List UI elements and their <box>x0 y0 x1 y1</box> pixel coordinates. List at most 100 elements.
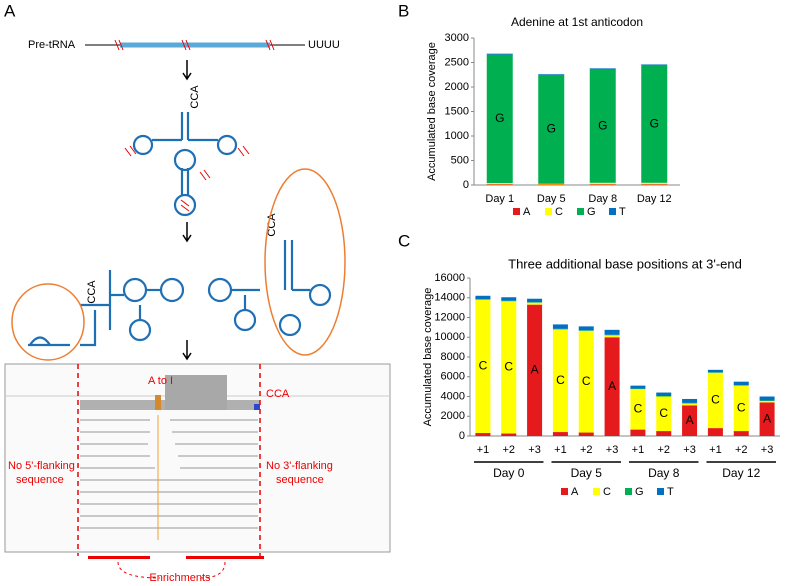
x-tick-label: +2 <box>502 444 515 456</box>
y-tick-label: 12000 <box>434 311 465 323</box>
segment-label: A <box>608 379 616 393</box>
bar-segment <box>733 381 749 386</box>
tail-label: UUUU <box>308 39 340 51</box>
bar-segment <box>578 330 594 433</box>
pre-trna-label: Pre-tRNA <box>28 39 76 51</box>
x-tick-label: Day 12 <box>637 193 672 205</box>
bar-segment <box>682 403 698 406</box>
segment-label: C <box>737 401 746 415</box>
y-axis-label: Accumulated base coverage <box>422 288 434 427</box>
legend-swatch <box>577 208 584 215</box>
legend-swatch <box>609 208 616 215</box>
cca-label: CCA <box>266 388 290 400</box>
legend-label: C <box>603 486 611 498</box>
arrow <box>182 340 192 361</box>
bar-segment <box>656 396 672 432</box>
highlight-ellipse <box>264 168 346 356</box>
bar-segment <box>475 433 491 436</box>
x-tick-label: +3 <box>606 444 619 456</box>
y-tick-label: 16000 <box>434 272 465 284</box>
group-label: Day 8 <box>648 466 680 480</box>
segment-label: C <box>659 406 668 420</box>
y-tick-label: 3000 <box>445 32 469 44</box>
bar-segment <box>682 405 698 436</box>
bar-segment <box>527 304 543 436</box>
legend-swatch <box>513 208 520 215</box>
bar-segment <box>552 432 568 436</box>
enrichment-bar <box>186 556 264 559</box>
bar-segment <box>641 65 668 183</box>
trna-cloverleaf <box>132 112 238 217</box>
bar-segment <box>604 335 620 338</box>
y-tick-label: 2000 <box>441 410 465 422</box>
bar-segment <box>641 184 668 185</box>
segment-label: C <box>634 402 643 416</box>
bar-segment <box>527 298 543 303</box>
bar-segment <box>589 69 616 183</box>
bar-segment <box>589 184 616 185</box>
y-tick-label: 2000 <box>445 81 469 93</box>
bar-segment <box>501 301 517 434</box>
segment-label: G <box>598 118 607 132</box>
cleavage-marks <box>114 39 275 51</box>
legend-label: G <box>587 206 596 218</box>
y-tick-label: 500 <box>451 154 469 166</box>
x-tick-label: +3 <box>683 444 696 456</box>
x-tick-label: +1 <box>709 444 722 456</box>
bar-segment <box>527 302 543 305</box>
group-label: Day 0 <box>493 466 525 480</box>
bar-segment <box>682 398 698 403</box>
segment-label: C <box>556 373 565 387</box>
bar-segment <box>486 53 513 55</box>
bar-segment <box>630 429 646 436</box>
y-tick-label: 10000 <box>434 331 465 343</box>
coverage-mutation <box>155 395 161 410</box>
bar-segment <box>604 329 620 335</box>
arrow <box>117 561 226 579</box>
segment-label: C <box>504 360 513 374</box>
legend-label: A <box>523 206 531 218</box>
bar-segment <box>486 183 513 185</box>
y-tick-label: 6000 <box>441 371 465 383</box>
segment-label: C <box>711 393 720 407</box>
enrichments-label: Enrichments <box>149 572 211 584</box>
y-tick-label: 0 <box>463 179 469 191</box>
panel-label: B <box>398 1 409 20</box>
cleavage-marks <box>124 145 250 212</box>
bar-segment <box>486 184 513 185</box>
panel-a: Pre-tRNA UUUU CCA CCA CCA <box>4 39 391 584</box>
y-tick-label: 1500 <box>445 105 469 117</box>
bar-segment <box>552 324 568 329</box>
y-tick-label: 8000 <box>441 351 465 363</box>
bar-segment <box>538 183 565 185</box>
legend-label: T <box>667 486 674 498</box>
bar-segment <box>656 392 672 397</box>
segment-label: G <box>495 111 504 125</box>
segment-label: G <box>650 116 659 130</box>
y-axis-label: Accumulated base coverage <box>426 42 438 181</box>
x-tick-label: +2 <box>657 444 670 456</box>
bar-segment <box>630 385 646 389</box>
bar-segment <box>589 182 616 185</box>
x-tick-label: Day 8 <box>588 193 617 205</box>
segment-label: A <box>686 413 694 427</box>
bar-segment <box>475 295 491 300</box>
bar-segment <box>501 433 517 436</box>
legend-swatch <box>545 208 552 215</box>
y-tick-label: 14000 <box>434 292 465 304</box>
legend-swatch <box>657 488 664 495</box>
x-tick-label: +3 <box>761 444 774 456</box>
segment-label: G <box>547 122 556 136</box>
x-tick-label: +3 <box>528 444 541 456</box>
bar-segment <box>630 389 646 430</box>
bar-segment <box>486 54 513 184</box>
arrow <box>182 60 192 81</box>
bar-segment <box>641 182 668 185</box>
y-tick-label: 0 <box>459 430 465 442</box>
note: No 3'-flanking <box>266 460 333 472</box>
note: sequence <box>276 474 324 486</box>
y-tick-label: 2500 <box>445 56 469 68</box>
coverage-track <box>165 375 227 410</box>
bar-segment <box>707 428 723 436</box>
legend-swatch <box>625 488 632 495</box>
